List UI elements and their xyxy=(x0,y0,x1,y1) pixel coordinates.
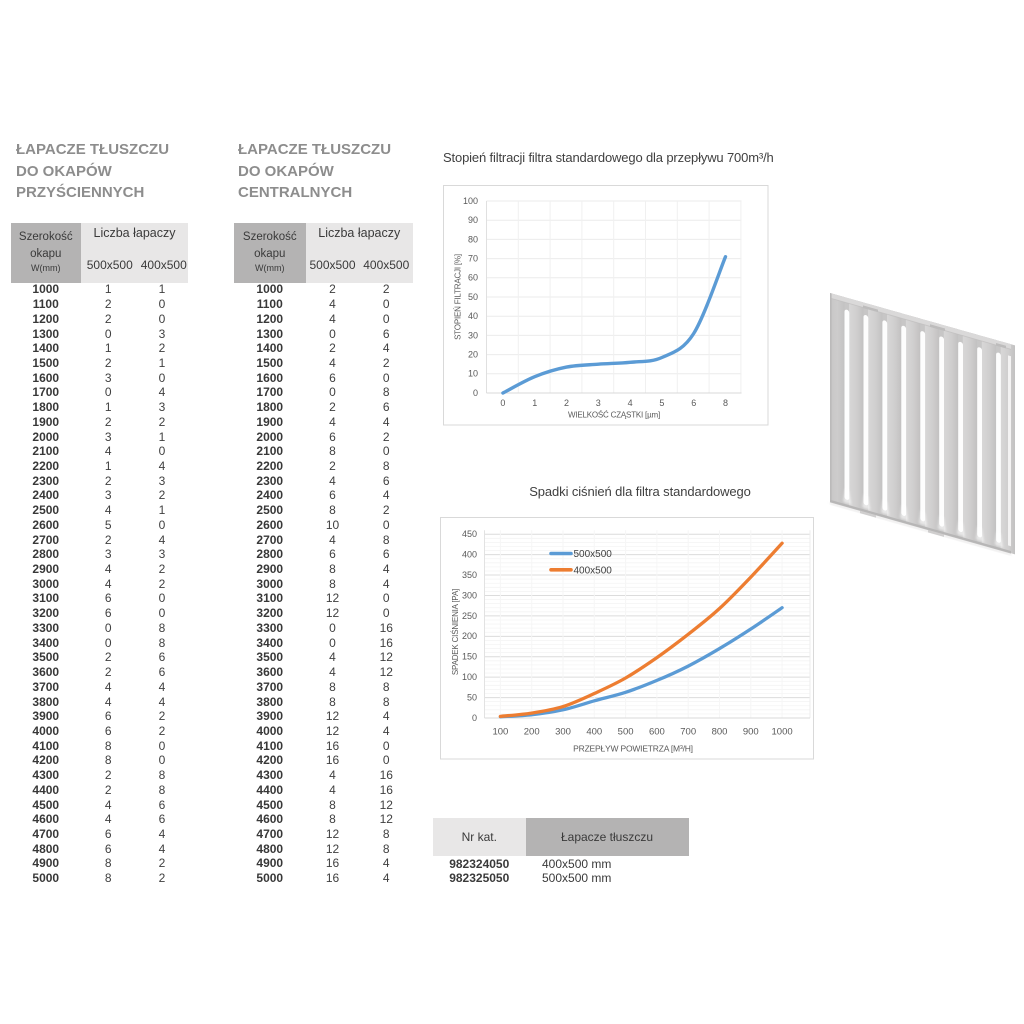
svg-text:1000: 1000 xyxy=(772,727,793,738)
svg-text:70: 70 xyxy=(468,253,478,263)
svg-text:SPADEK CIŚNIENIA [PA]: SPADEK CIŚNIENIA [PA] xyxy=(451,589,460,675)
svg-text:6: 6 xyxy=(691,398,696,408)
svg-text:30: 30 xyxy=(468,330,478,340)
svg-text:450: 450 xyxy=(462,529,477,539)
svg-text:WIELKOŚĆ CZĄSTKI [µm]: WIELKOŚĆ CZĄSTKI [µm] xyxy=(568,411,660,420)
svg-text:10: 10 xyxy=(468,369,478,379)
svg-text:40: 40 xyxy=(468,311,478,321)
svg-text:80: 80 xyxy=(468,234,478,244)
svg-text:200: 200 xyxy=(524,727,540,738)
svg-text:50: 50 xyxy=(467,692,477,702)
svg-text:60: 60 xyxy=(468,273,478,283)
svg-text:100: 100 xyxy=(462,672,477,682)
svg-text:50: 50 xyxy=(468,292,478,302)
svg-text:100: 100 xyxy=(492,727,508,738)
svg-text:250: 250 xyxy=(462,611,477,621)
svg-text:5: 5 xyxy=(659,398,664,408)
svg-text:150: 150 xyxy=(462,652,477,662)
svg-text:700: 700 xyxy=(680,727,696,738)
svg-text:300: 300 xyxy=(462,590,477,600)
svg-text:90: 90 xyxy=(468,215,478,225)
svg-text:300: 300 xyxy=(555,727,571,738)
svg-text:8: 8 xyxy=(723,398,728,408)
svg-text:500: 500 xyxy=(618,727,634,738)
svg-text:500x500: 500x500 xyxy=(574,549,613,560)
svg-text:0: 0 xyxy=(500,398,505,408)
svg-text:STOPIEŃ FILTRACJI [%]: STOPIEŃ FILTRACJI [%] xyxy=(454,254,463,340)
svg-text:PRZEPŁYW POWIETRZA [M³/H]: PRZEPŁYW POWIETRZA [M³/H] xyxy=(573,744,693,754)
svg-text:2: 2 xyxy=(564,398,569,408)
svg-text:0: 0 xyxy=(473,388,478,398)
svg-text:0: 0 xyxy=(472,713,477,723)
svg-text:350: 350 xyxy=(462,570,477,580)
svg-text:3: 3 xyxy=(596,398,601,408)
svg-text:400x500: 400x500 xyxy=(574,566,613,577)
svg-text:20: 20 xyxy=(468,349,478,359)
svg-text:1: 1 xyxy=(532,398,537,408)
svg-text:400: 400 xyxy=(586,727,602,738)
svg-text:200: 200 xyxy=(462,631,477,641)
svg-text:800: 800 xyxy=(712,727,728,738)
svg-text:900: 900 xyxy=(743,727,759,738)
svg-text:400: 400 xyxy=(462,550,477,560)
svg-text:100: 100 xyxy=(463,196,478,206)
svg-text:600: 600 xyxy=(649,727,665,738)
svg-text:4: 4 xyxy=(628,398,633,408)
